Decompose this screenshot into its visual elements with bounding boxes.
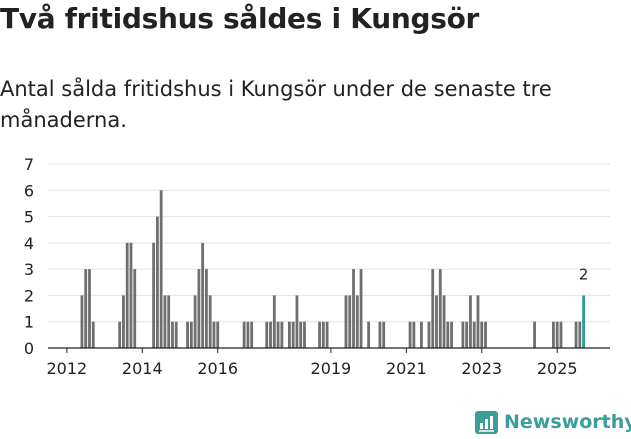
bar <box>167 295 171 348</box>
value-label: 2 <box>579 265 589 283</box>
bar <box>465 321 469 348</box>
bar <box>159 190 163 348</box>
bar <box>118 321 122 348</box>
bar <box>476 295 480 348</box>
bar <box>450 321 453 348</box>
bar <box>152 242 156 348</box>
bar <box>427 321 431 348</box>
y-tick-label: 5 <box>24 208 34 227</box>
bar <box>552 321 555 348</box>
bar <box>125 242 129 348</box>
bar <box>559 321 563 348</box>
bar <box>435 295 438 348</box>
bar <box>133 269 137 348</box>
y-tick-label: 4 <box>24 234 34 253</box>
bar <box>174 321 178 348</box>
bar <box>344 295 348 348</box>
x-tick-label: 2019 <box>311 359 352 378</box>
bar <box>321 321 325 348</box>
newsworthy-brand[interactable]: Newsworthy <box>475 407 631 437</box>
bar <box>280 321 284 348</box>
y-tick-label: 6 <box>24 181 34 200</box>
bar <box>355 295 359 348</box>
bar <box>555 321 559 348</box>
bar <box>193 295 197 348</box>
bar <box>431 269 435 348</box>
bar <box>299 321 303 348</box>
highlighted-bar <box>582 295 585 348</box>
bar <box>367 321 371 348</box>
bar <box>129 242 133 348</box>
bar <box>265 321 269 348</box>
bar <box>91 321 95 348</box>
bar <box>469 295 472 348</box>
bar <box>325 321 329 348</box>
bar <box>276 321 280 348</box>
bar <box>484 321 487 348</box>
bar <box>303 321 306 348</box>
bar <box>197 269 201 348</box>
bar <box>155 216 159 348</box>
y-tick-label: 0 <box>24 339 34 358</box>
bar <box>318 321 321 348</box>
bar <box>272 295 276 348</box>
bar <box>122 295 125 348</box>
bar <box>480 321 484 348</box>
bar <box>269 321 272 348</box>
bar <box>212 321 216 348</box>
bar-chart: 0 1 2 3 4 5 6 7 2012 2014 2016 2019 2021 2023 2025 2 <box>24 155 610 378</box>
brand-name: Newsworthy <box>504 411 631 433</box>
x-tick-label: 2012 <box>46 359 87 378</box>
bar <box>242 321 246 348</box>
bar <box>461 321 465 348</box>
bar <box>250 321 254 348</box>
bar <box>578 321 582 348</box>
bar <box>533 321 536 348</box>
y-tick-label: 3 <box>24 260 34 279</box>
x-tick-label: 2023 <box>461 359 502 378</box>
y-tick-label: 2 <box>24 286 34 305</box>
bar <box>186 321 189 348</box>
bar <box>472 321 476 348</box>
bar <box>163 295 167 348</box>
bar <box>438 269 442 348</box>
bar <box>287 321 291 348</box>
bar <box>408 321 412 348</box>
bar <box>378 321 382 348</box>
bar <box>84 269 88 348</box>
bar <box>574 321 578 348</box>
x-tick-label: 2014 <box>122 359 163 378</box>
bar <box>189 321 193 348</box>
x-tick-label: 2021 <box>386 359 427 378</box>
bar <box>246 321 250 348</box>
bar <box>171 321 174 348</box>
chart-subtitle: Antal sålda fritidshus i Kungsör under d… <box>0 77 552 132</box>
bar <box>352 269 355 348</box>
x-tick-label: 2025 <box>537 359 578 378</box>
bar <box>208 295 212 348</box>
y-tick-label: 7 <box>24 155 34 174</box>
bar <box>348 295 352 348</box>
bar <box>88 269 91 348</box>
bar <box>216 321 220 348</box>
bar <box>291 321 295 348</box>
bar <box>420 321 423 348</box>
bar <box>446 321 450 348</box>
bar <box>382 321 386 348</box>
bar <box>412 321 416 348</box>
newsworthy-logo-icon <box>475 410 498 434</box>
bar <box>205 269 208 348</box>
bar <box>295 295 299 348</box>
bar <box>442 295 446 348</box>
x-tick-label: 2016 <box>197 359 238 378</box>
y-tick-label: 1 <box>24 313 34 332</box>
bar <box>201 242 205 348</box>
bar <box>359 269 363 348</box>
bar <box>80 295 84 348</box>
chart-title: Två fritidshus såldes i Kungsör <box>0 2 480 35</box>
